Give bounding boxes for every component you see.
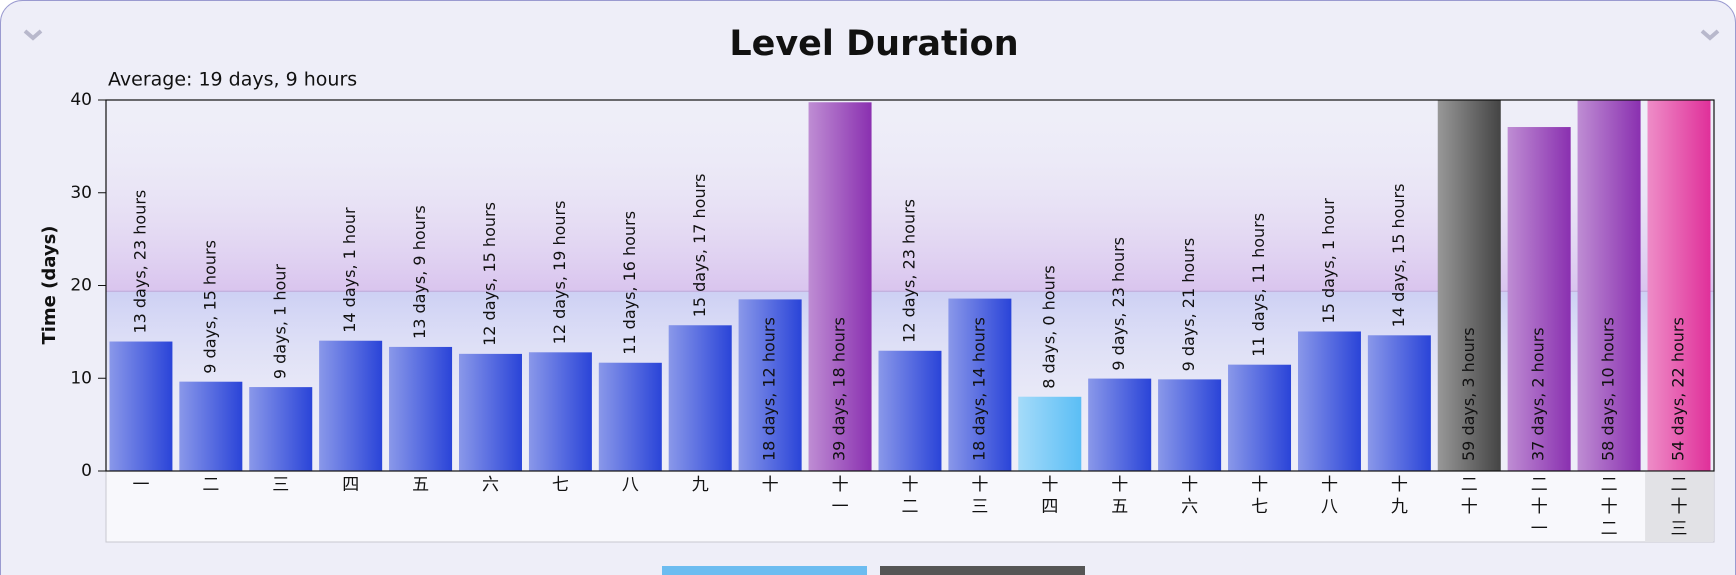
selected-category xyxy=(1645,472,1713,542)
plot xyxy=(109,100,1711,471)
x-tick-label: 十三 xyxy=(971,475,988,517)
value-label: 18 days, 12 hours xyxy=(760,317,779,461)
bar-shine xyxy=(109,341,173,471)
x-tick-label: 十 xyxy=(762,475,779,495)
bar-shine xyxy=(1018,396,1082,471)
value-label: 15 days, 1 hour xyxy=(1319,198,1338,324)
bar-shine xyxy=(389,346,453,471)
x-tick-label: 十六 xyxy=(1181,475,1198,517)
button[interactable] xyxy=(662,566,867,575)
bar-shine xyxy=(808,102,872,471)
value-label: 37 days, 2 hours xyxy=(1529,327,1548,461)
value-label: 9 days, 21 hours xyxy=(1179,238,1198,372)
x-tick-label: 二十三 xyxy=(1671,475,1688,539)
y-tick-label: 20 xyxy=(70,276,92,296)
value-label: 14 days, 1 hour xyxy=(340,207,359,333)
x-tick-label: 二十一 xyxy=(1531,475,1548,539)
value-label: 58 days, 10 hours xyxy=(1599,317,1618,461)
x-tick-label: 三 xyxy=(272,475,289,495)
x-tick-label: 十一 xyxy=(832,475,849,517)
bar-shine xyxy=(528,352,592,471)
y-axis-label: Time (days) xyxy=(39,225,60,344)
y-tick-label: 0 xyxy=(81,461,92,481)
value-label: 9 days, 23 hours xyxy=(1109,237,1128,371)
bar-shine xyxy=(1228,364,1292,471)
bar-shine xyxy=(738,299,802,471)
value-label: 18 days, 14 hours xyxy=(969,317,988,461)
bar-shine xyxy=(878,350,942,471)
value-label: 39 days, 18 hours xyxy=(830,317,849,461)
value-label: 54 days, 22 hours xyxy=(1669,317,1688,461)
y-tick-label: 40 xyxy=(70,90,92,110)
button[interactable] xyxy=(880,566,1085,575)
value-label: 14 days, 15 hours xyxy=(1389,184,1408,328)
bar-shine xyxy=(319,340,383,471)
bar-shine xyxy=(1507,127,1571,471)
bar-shine xyxy=(1577,100,1641,471)
value-label: 11 days, 11 hours xyxy=(1249,213,1268,357)
x-tick-label: 八 xyxy=(622,475,639,495)
bar-shine xyxy=(1298,331,1361,471)
plot-frame xyxy=(105,99,1715,472)
value-label: 13 days, 9 hours xyxy=(410,205,429,339)
bar-shine xyxy=(668,325,732,471)
y-tick-label: 10 xyxy=(70,368,92,388)
collapse-left[interactable] xyxy=(23,29,43,41)
bar-shine xyxy=(948,298,1012,471)
category-area xyxy=(105,470,1715,543)
x-tick-label: 五 xyxy=(412,475,429,495)
bar-shine xyxy=(179,381,243,471)
bar-shine xyxy=(249,387,313,471)
x-tick-label: 十二 xyxy=(902,475,919,517)
x-tick-label: 十五 xyxy=(1111,475,1128,517)
x-tick-label: 二十 xyxy=(1461,475,1478,517)
x-tick-label: 十八 xyxy=(1321,475,1338,517)
bar-shine xyxy=(459,353,522,471)
bar-shine xyxy=(1437,100,1501,471)
value-label: 8 days, 0 hours xyxy=(1039,265,1058,388)
x-tick-label: 四 xyxy=(342,475,359,495)
x-tick-label: 六 xyxy=(482,475,499,495)
value-label: 59 days, 3 hours xyxy=(1459,327,1478,461)
chart-title: Level Duration xyxy=(729,24,1018,64)
x-tick-label: 二十二 xyxy=(1601,475,1618,539)
bar-shine xyxy=(598,362,662,471)
value-label: 11 days, 16 hours xyxy=(620,211,639,355)
x-tick-label: 二 xyxy=(202,475,219,495)
x-tick-label: 十七 xyxy=(1251,475,1268,517)
value-label: 13 days, 23 hours xyxy=(130,190,149,334)
bar-shine xyxy=(1647,100,1711,471)
average-text: Average: 19 days, 9 hours xyxy=(108,69,357,91)
value-label: 12 days, 19 hours xyxy=(550,201,569,345)
value-label: 9 days, 15 hours xyxy=(200,240,219,374)
y-tick-label: 30 xyxy=(70,183,92,203)
x-tick-label: 一 xyxy=(132,475,149,495)
bar-shine xyxy=(1367,335,1431,471)
x-tick-label: 十九 xyxy=(1391,475,1408,517)
collapse-right[interactable] xyxy=(1700,29,1720,41)
x-tick-label: 十四 xyxy=(1041,475,1058,517)
x-tick-label: 九 xyxy=(692,475,709,495)
value-label: 12 days, 23 hours xyxy=(900,199,919,343)
bar-shine xyxy=(1088,378,1152,471)
value-label: 15 days, 17 hours xyxy=(690,173,709,317)
value-label: 9 days, 1 hour xyxy=(270,264,289,380)
bar-shine xyxy=(1158,379,1222,471)
x-tick-label: 七 xyxy=(552,475,569,495)
value-label: 12 days, 15 hours xyxy=(480,202,499,346)
